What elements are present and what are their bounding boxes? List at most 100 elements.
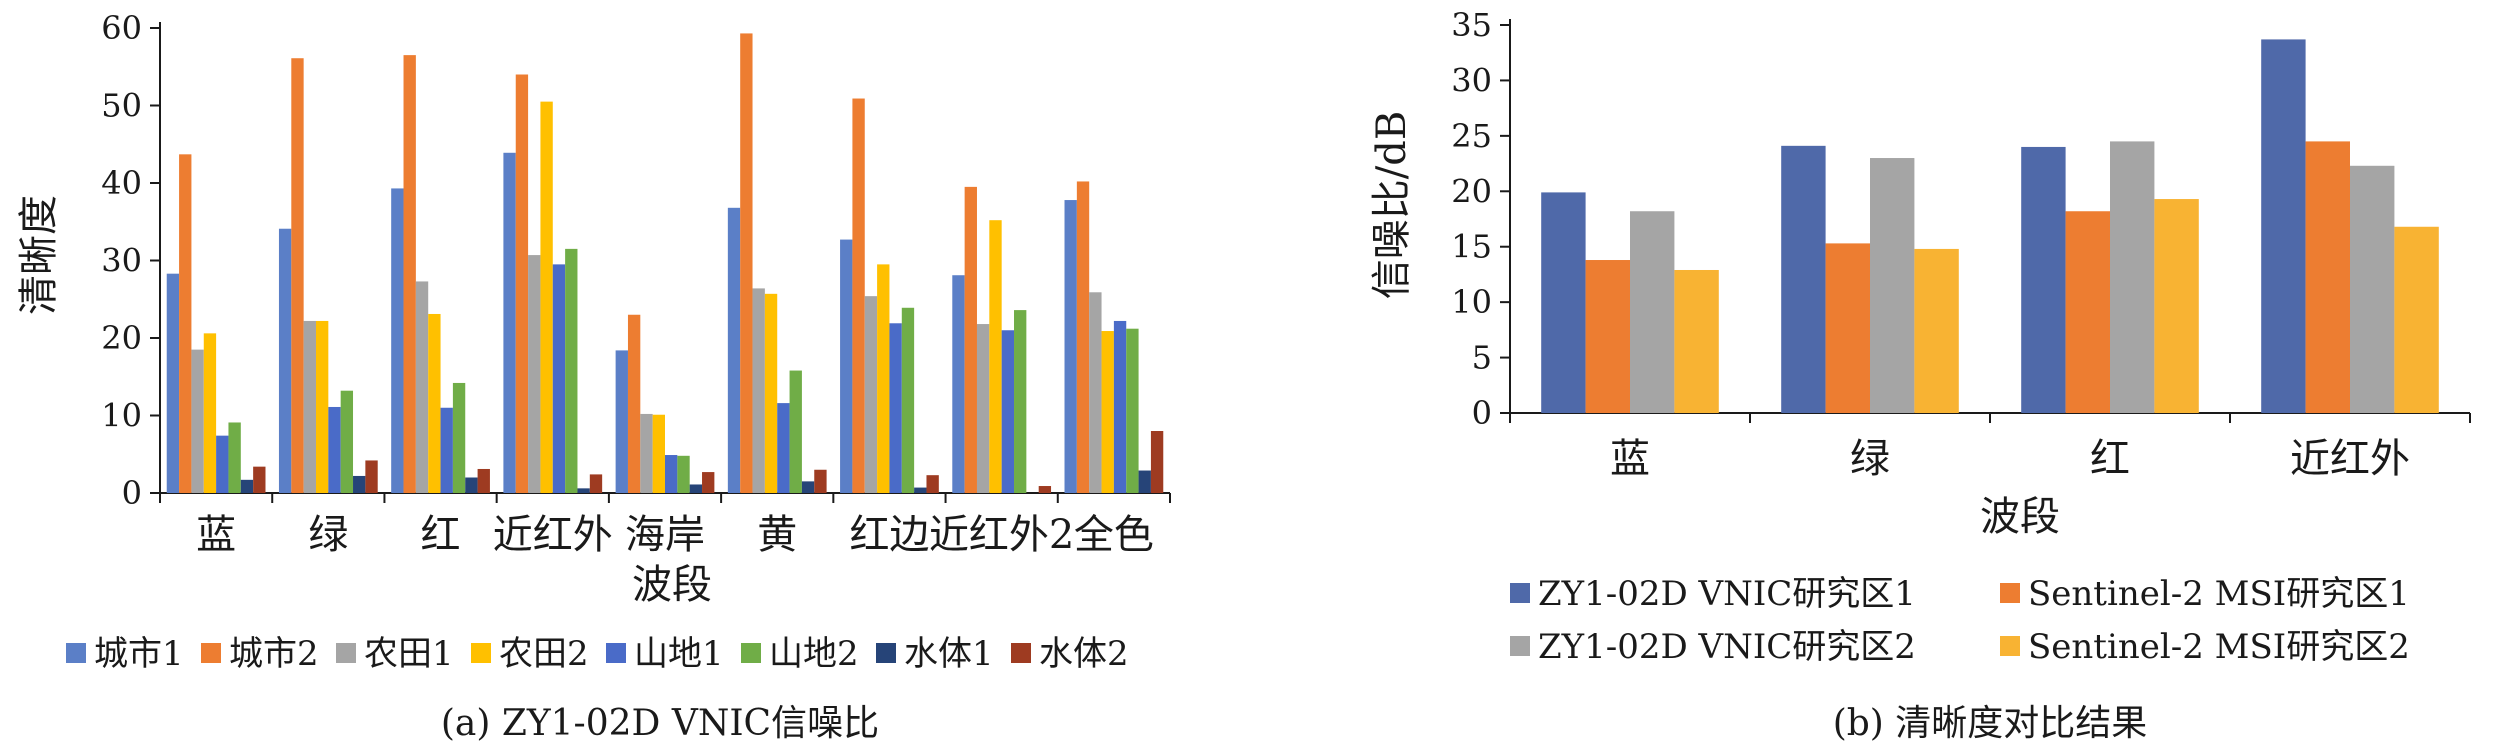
bar-5-7	[689, 484, 703, 493]
bar-5-4	[652, 414, 665, 493]
bar-4-1	[2261, 39, 2306, 413]
bar-1-2	[179, 154, 192, 493]
y-tick-label: 50	[101, 87, 142, 125]
bar-6-2	[740, 33, 753, 494]
bar-8-4	[989, 220, 1002, 493]
bar-5-2	[627, 314, 641, 493]
bar-3-4	[2154, 199, 2199, 413]
bar-9-5	[1113, 320, 1127, 493]
bar-7-2	[852, 98, 865, 494]
bar-4-4	[540, 101, 553, 493]
bar-4-3	[2350, 165, 2395, 413]
y-tick-label: 20	[1451, 172, 1492, 210]
legend-swatch	[876, 643, 896, 663]
bar-7-5	[889, 323, 902, 493]
legend-label: ZY1-02D VNIC研究区2	[1538, 627, 1916, 667]
y-tick-label: 60	[101, 9, 142, 47]
bar-2-7	[353, 475, 366, 493]
legend-swatch	[2000, 636, 2020, 656]
bar-4-4	[2394, 226, 2439, 413]
y-tick-label: 10	[101, 397, 142, 435]
y-tick-label: 30	[101, 242, 142, 280]
legend-swatch	[471, 643, 491, 663]
bar-3-6	[452, 382, 466, 493]
bar-4-6	[565, 248, 578, 493]
y-tick-label: 15	[1451, 228, 1492, 266]
legend-label: 城市2	[229, 634, 319, 674]
bar-5-5	[665, 455, 678, 493]
bar-1-4	[1674, 269, 1719, 413]
y-tick-label: 35	[1451, 6, 1492, 44]
bar-1-2	[1585, 260, 1630, 413]
bar-4-2	[515, 74, 529, 493]
bar-3-8	[477, 468, 490, 493]
bar-4-3	[528, 255, 541, 493]
x-tick-label: 近红外	[2290, 436, 2410, 482]
bar-1-3	[1630, 211, 1675, 413]
x-tick-label: 红	[2090, 436, 2130, 482]
y-tick-label: 5	[1472, 339, 1492, 377]
bar-8-8	[1038, 486, 1052, 493]
bar-8-6	[1014, 310, 1027, 493]
x-axis-title: 波段	[1980, 494, 2060, 540]
y-tick-label: 10	[1451, 283, 1492, 321]
bar-1-5	[216, 435, 229, 493]
bar-9-6	[1126, 328, 1139, 493]
bar-2-5	[328, 406, 341, 493]
bar-2-4	[1914, 248, 1959, 413]
legend-swatch	[606, 643, 626, 663]
legend-swatch	[741, 643, 761, 663]
legend-label: 农田2	[499, 634, 589, 674]
x-tick-label: 黄	[757, 512, 797, 558]
bar-8-5	[1001, 330, 1015, 493]
x-tick-label: 蓝	[196, 512, 236, 558]
bar-2-2	[291, 58, 304, 493]
y-axis-title: 清晰度	[16, 195, 62, 315]
bar-7-1	[840, 239, 853, 493]
x-tick-label: 近红外2	[929, 512, 1074, 558]
x-tick-label: 蓝	[1610, 436, 1650, 482]
legend-label: 山地1	[634, 634, 724, 674]
bar-7-3	[864, 296, 878, 493]
legend-swatch	[336, 643, 356, 663]
bar-3-4	[428, 313, 441, 493]
legend-label: Sentinel-2 MSI研究区2	[2028, 627, 2410, 667]
bar-3-7	[465, 477, 478, 493]
bar-2-2	[1825, 243, 1870, 413]
bar-2-1	[278, 228, 292, 493]
chart-caption: (b) 清晰度对比结果	[1833, 703, 2148, 744]
legend-label: Sentinel-2 MSI研究区1	[2028, 574, 2410, 614]
bar-7-7	[914, 487, 927, 493]
bar-3-1	[391, 188, 404, 494]
chart-caption: (a) ZY1-02D VNIC信噪比	[441, 703, 879, 744]
bar-6-8	[814, 469, 827, 493]
bar-6-3	[752, 288, 765, 493]
bar-2-6	[340, 390, 354, 493]
bar-6-7	[801, 481, 815, 493]
bar-9-7	[1138, 470, 1151, 493]
chart-a: 0 10 20 30 40 50 60 蓝 绿 红近红外 海岸 黄 红边 近红外2 全色波段 清晰度城市1 城市…	[16, 9, 1171, 744]
bar-8-1	[952, 275, 965, 493]
bar-4-1	[503, 152, 516, 493]
x-tick-label: 红	[421, 512, 461, 558]
bar-6-4	[764, 293, 778, 493]
bar-1-4	[203, 333, 217, 493]
legend-label: ZY1-02D VNIC研究区1	[1538, 574, 1916, 614]
legend-swatch	[1510, 636, 1530, 656]
bar-6-1	[727, 207, 741, 494]
bar-1-1	[166, 273, 180, 493]
legend-label: 水体1	[904, 634, 994, 674]
bar-9-4	[1101, 331, 1114, 493]
bar-5-6	[677, 455, 690, 493]
bar-2-3	[1870, 158, 1915, 413]
bar-8-3	[976, 324, 990, 493]
legend-label: 水体2	[1039, 634, 1129, 674]
bar-5-8	[702, 472, 715, 493]
bar-2-1	[1781, 145, 1826, 413]
bar-4-7	[577, 488, 590, 493]
bar-1-8	[253, 466, 266, 493]
bar-3-5	[440, 407, 453, 493]
legend-swatch	[66, 643, 86, 663]
